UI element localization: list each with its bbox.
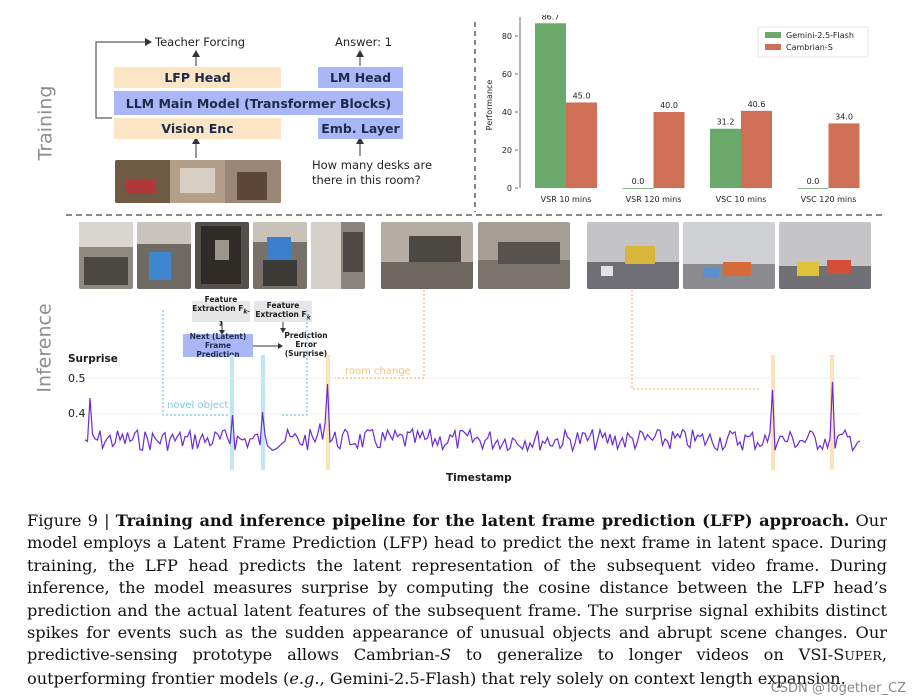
inference-frame-8	[587, 222, 679, 289]
answer-label: Answer: 1	[335, 35, 393, 49]
y-tick-0-5: 0.5	[68, 372, 86, 385]
feature-extraction-k: Feature Extraction Fk	[254, 300, 312, 322]
vision-enc-box: Vision Enc	[114, 118, 281, 139]
surprise-line-plot	[84, 290, 861, 470]
bar-gemini-2-5-flash-0	[535, 23, 566, 188]
chart-category-label: VSC 120 mins	[801, 195, 857, 204]
room-change-connector-left	[335, 290, 425, 379]
training-diagram-arrows	[95, 38, 364, 158]
bar-gemini-2-5-flash-3	[797, 188, 829, 189]
llm-main-model-box: LLM Main Model (Transformer Blocks)	[114, 91, 403, 115]
chart-y-tick-0: 0	[507, 184, 512, 193]
chart-y-tick-80: 80	[502, 32, 512, 41]
question-line-2: there in this room?	[312, 173, 421, 187]
chart-category-label: VSC 10 mins	[716, 195, 767, 204]
bar-cambrian-s-0	[566, 102, 597, 188]
bar-value-label: 0.0	[807, 177, 820, 186]
inference-frame-7	[478, 222, 570, 289]
event-highlight-band	[326, 355, 330, 470]
emb-layer-box: Emb. Layer	[318, 118, 403, 139]
bar-value-label: 40.6	[748, 100, 766, 109]
inference-side-label: Inference	[33, 303, 56, 393]
novel-object-connector-left	[162, 310, 228, 416]
bar-cambrian-s-1	[653, 112, 685, 188]
surprise-axis-label: Surprise	[68, 353, 118, 365]
prediction-error-label: Prediction Error (Surprise)	[284, 331, 328, 358]
inference-frame-2	[137, 222, 191, 289]
performance-bar-chart: Performance 0 20 40 60 80 86.7 45.0 VSR 10 mins 0…	[485, 15, 869, 204]
lfp-head-box: LFP Head	[114, 67, 281, 88]
next-latent-frame-prediction-box: Next (Latent) Frame Prediction	[183, 332, 253, 359]
legend-entry: Gemini-2.5-Flash	[786, 31, 854, 40]
inference-frame-4	[253, 222, 307, 289]
inference-frame-1	[79, 222, 133, 289]
chart-y-tick-20: 20	[502, 146, 512, 155]
chart-y-tick-40: 40	[502, 108, 512, 117]
bar-value-label: 40.0	[660, 101, 678, 110]
bar-value-label: 34.0	[835, 112, 853, 121]
novel-object-connector-right	[281, 310, 308, 416]
timestamp-axis-label: Timestamp	[446, 472, 512, 484]
training-video-frames	[115, 160, 281, 203]
teacher-forcing-label: Teacher Forcing	[155, 35, 246, 49]
bar-cambrian-s-3	[828, 123, 860, 188]
inference-frame-3	[195, 222, 249, 289]
inference-frame-5	[311, 222, 365, 289]
y-tick-0-4: 0.4	[68, 407, 86, 420]
bar-value-label: 86.7	[542, 15, 560, 21]
room-change-connector-right	[631, 290, 760, 390]
event-highlight-band	[830, 355, 834, 470]
chart-category-label: VSR 10 mins	[541, 195, 592, 204]
surprise-signal-line	[84, 381, 861, 454]
inference-frame-9	[683, 222, 775, 289]
lm-head-box: LM Head	[318, 67, 403, 88]
inference-frame-10	[779, 222, 871, 289]
legend-swatch	[765, 44, 781, 50]
prediction-diagram-arrows	[219, 321, 286, 349]
bar-value-label: 0.0	[632, 177, 645, 186]
legend-entry: Cambrian-S	[786, 43, 833, 52]
question-line-1: How many desks are	[312, 158, 433, 172]
bar-gemini-2-5-flash-1	[622, 188, 654, 189]
bar-value-label: 31.2	[717, 118, 735, 127]
novel-object-annotation: novel object	[167, 400, 229, 411]
chart-legend-box	[757, 26, 869, 58]
bar-cambrian-s-2	[741, 110, 772, 188]
horizontal-dashed-divider	[66, 214, 886, 216]
csdn-watermark: CSDN @Together_CZ	[770, 681, 906, 696]
figure-caption: Figure 9 | Training and inference pipeli…	[27, 511, 887, 688]
bar-value-label: 45.0	[573, 92, 591, 101]
chart-y-axis-label: Performance	[485, 80, 494, 131]
room-change-annotation: room change	[345, 366, 411, 377]
feature-extraction-k-minus-1: Feature Extraction Fk-1	[192, 294, 250, 328]
chart-category-label: VSR 120 mins	[626, 195, 682, 204]
bar-gemini-2-5-flash-2	[710, 128, 741, 188]
chart-y-tick-60: 60	[502, 70, 512, 79]
event-highlight-band	[230, 355, 234, 470]
inference-frame-6	[381, 222, 473, 289]
vertical-dashed-divider	[474, 22, 476, 212]
legend-swatch	[765, 32, 781, 38]
